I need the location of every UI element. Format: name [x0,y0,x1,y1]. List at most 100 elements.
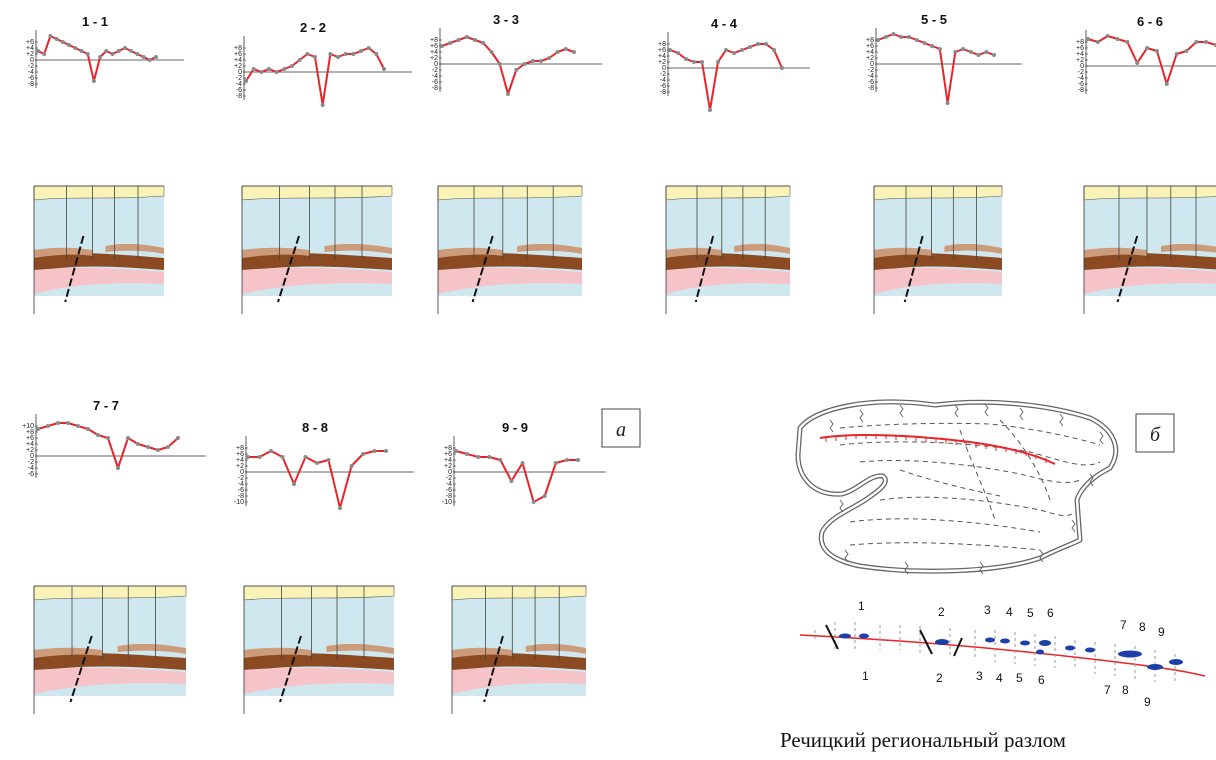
curve-point [530,59,535,63]
tick-label: -4 [868,73,874,80]
tick-label: -10 [234,499,244,506]
curve-point [572,50,576,54]
curve-point [506,92,510,96]
curve-point [267,67,271,71]
anomaly-curve [441,36,575,95]
curve-point [1154,49,1159,53]
profile-title: 5 - 5 [921,12,947,27]
curve-point [487,455,492,459]
tick-label: -4 [28,69,34,76]
curve-point [522,62,527,66]
tick-label: +10 [22,423,34,430]
tick-label: +4 [1076,51,1084,58]
tick-label: +4 [234,57,242,64]
tick-label: -10 [442,499,452,506]
curve-point [891,32,896,36]
tick-label: +6 [26,39,34,46]
curve-point [740,48,744,52]
profiles-layer: 1 - 1+6+4+20-2-4-6-82 - 2+8+6+4+20-2-4-6… [22,12,1216,714]
profile-title: 4 - 4 [711,16,738,31]
fault-number-top-1: 1 [858,599,865,613]
curve-point [1125,40,1130,44]
profile-9: 9 - 9 +8+6+4+20-2-4-6-8-10 [442,420,606,714]
curve-point [531,500,536,504]
curve-point [555,50,560,54]
curve-point [473,38,477,42]
curve-point [146,445,150,449]
curve-point [305,52,310,56]
profile-6: 6 - 6 +8+6+4+20-2-4-6-8 [1076,14,1216,314]
curve-point [464,35,469,39]
curve-point [1184,49,1189,53]
curve-point [1095,40,1100,44]
curve-point [542,494,547,498]
tick-label: 0 [238,69,242,76]
curve-point [66,421,70,425]
curve-point [576,458,580,462]
curve-point [676,51,680,55]
curve-point [700,60,704,64]
pink-layer [438,267,582,294]
curve-point [351,52,356,56]
anomaly-curve [455,450,578,503]
cross-section [451,585,587,714]
cross-section [437,185,583,314]
curve-point [259,70,264,74]
tick-label: -8 [660,89,666,96]
tick-label: -4 [660,77,666,84]
curve-point [85,52,90,56]
curve-point [1174,52,1179,56]
light-layer-2 [34,247,93,258]
curve-point [126,436,130,440]
tick-label: -4 [238,481,244,488]
tick-label: -8 [1078,87,1084,94]
tick-label: 0 [240,469,244,476]
curve-point [772,48,776,52]
light-layer [1161,243,1216,253]
fault-line [277,235,300,303]
curve-point [320,103,325,107]
fault-number-bottom-1: 1 [862,669,869,683]
curve-point [684,57,688,61]
cross-section [33,185,165,314]
profile-2: 2 - 2 +8+6+4+20-2-4-6-8 [234,20,412,314]
light-layer [117,643,186,654]
fault-number-top-8: 8 [1139,620,1146,634]
curve-point [724,48,728,52]
tick-label: -2 [868,67,874,74]
curve-point [454,449,458,453]
light-layer [525,643,586,654]
anomaly-curve [37,422,179,469]
curve-point [668,48,672,52]
tick-label: -4 [236,81,242,88]
curve-point [448,41,453,45]
curve-point [86,427,90,431]
tick-label: +6 [236,451,244,458]
curve-point [154,55,158,59]
tick-label: -2 [1078,69,1084,76]
curve-point [476,455,481,459]
light-layer-2 [34,647,103,658]
curve-point [497,62,502,66]
curve-point [36,427,40,431]
fault-number-top-7: 7 [1120,618,1127,632]
curve-point [899,35,904,39]
tick-label: +4 [658,53,666,60]
tick-label: -6 [868,79,874,86]
profile-4: 4 - 4 +8+6+4+20-2-4-6-8 [658,16,810,314]
tick-label: 0 [662,65,666,72]
tick-label: 0 [448,469,452,476]
curve-point [280,455,285,459]
curve-point [46,424,50,428]
pink-layer [242,267,392,294]
curve-point [147,58,152,62]
profile-title: 6 - 6 [1137,14,1163,29]
curve-point [756,42,760,46]
tick-label: -2 [446,475,452,482]
fault-line [64,235,85,303]
curve-point [338,506,342,510]
curve-point [489,50,494,54]
tick-label: +8 [444,445,452,452]
curve-point [780,66,784,70]
